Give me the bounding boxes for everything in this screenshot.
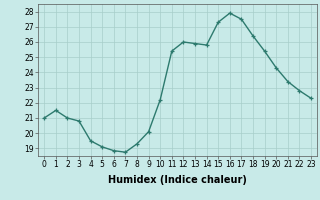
X-axis label: Humidex (Indice chaleur): Humidex (Indice chaleur) — [108, 175, 247, 185]
